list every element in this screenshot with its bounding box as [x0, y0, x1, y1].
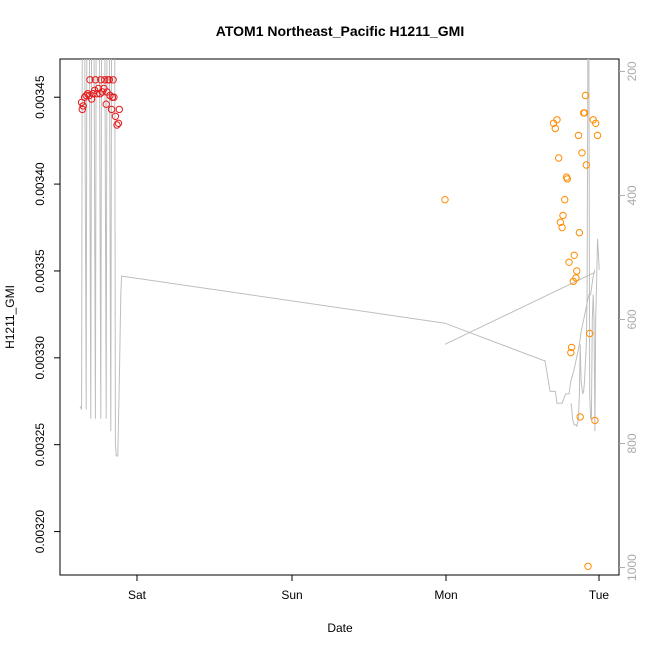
y2-tick-label: 600: [625, 309, 639, 329]
data-point: [111, 112, 120, 121]
data-point: [441, 196, 449, 204]
data-point: [98, 88, 107, 96]
y-tick-label: 0.00345: [33, 75, 47, 119]
data-point: [110, 93, 118, 101]
data-point: [578, 149, 586, 157]
data-point: [574, 131, 583, 140]
data-point: [96, 90, 104, 98]
data-point: [558, 223, 566, 232]
data-point: [109, 76, 117, 84]
data-point: [575, 229, 584, 237]
data-point: [593, 131, 602, 140]
y2-tick-label: 200: [625, 61, 639, 81]
series-layer: [77, 76, 602, 570]
y2-tick-label: 400: [625, 185, 639, 205]
data-point: [591, 416, 599, 425]
y-tick-label: 0.00340: [33, 162, 47, 206]
data-point: [565, 258, 573, 266]
data-point: [553, 116, 561, 124]
data-point: [93, 90, 101, 98]
y2-tick-label: 800: [625, 433, 639, 453]
data-point: [78, 105, 87, 114]
x-tick-label: Sat: [128, 588, 147, 602]
x-tick-label: Mon: [434, 588, 457, 602]
y2-axis: 200 400 600 800 1000: [619, 61, 639, 581]
plot-frame: [59, 58, 620, 576]
y2-tick-label: 1000: [625, 554, 639, 581]
data-point: [573, 267, 581, 275]
data-point: [82, 91, 90, 100]
data-point: [581, 91, 590, 100]
x-tick-label: Tue: [589, 588, 610, 602]
data-point: [113, 121, 121, 129]
data-point: [567, 343, 576, 352]
data-point: [84, 90, 92, 98]
data-point: [559, 211, 567, 220]
data-point: [551, 124, 559, 133]
data-point: [555, 154, 563, 162]
data-point: [556, 218, 565, 227]
y-tick-label: 0.00325: [33, 423, 47, 467]
data-point: [101, 76, 109, 84]
data-point: [115, 105, 124, 114]
data-point: [102, 100, 110, 108]
data-point: [592, 119, 600, 128]
y-tick-label: 0.00320: [33, 510, 47, 554]
data-point: [576, 413, 584, 421]
pressure-line: [79, 59, 596, 457]
x-axis-label: Date: [327, 621, 353, 635]
data-point: [107, 105, 116, 114]
y-axis-label: H1211_GMI: [3, 285, 17, 349]
data-point: [580, 109, 589, 117]
data-point: [114, 119, 123, 128]
pressure-line-segment: [444, 271, 596, 345]
data-point: [584, 562, 592, 570]
x-axis: Sat Sun Mon Tue: [128, 575, 609, 602]
y-tick-label: 0.00330: [33, 336, 47, 380]
data-point: [86, 76, 94, 84]
data-point: [563, 175, 571, 183]
data-point: [105, 76, 114, 84]
x-tick-label: Sun: [281, 588, 302, 602]
data-point: [91, 76, 100, 84]
data-point: [87, 95, 96, 103]
data-point: [561, 196, 569, 204]
data-point: [582, 161, 590, 169]
data-point: [586, 329, 594, 338]
data-point: [79, 102, 87, 110]
pressure-line-late: [570, 59, 600, 432]
data-point: [572, 274, 580, 282]
y-axis: 0.00320 0.00325 0.00330 0.00335 0.00340 0.003…: [33, 75, 60, 553]
data-point: [570, 251, 578, 260]
data-point: [567, 348, 575, 357]
chart-title: ATOM1 Northeast_Pacific H1211_GMI: [216, 23, 464, 39]
pressure-line-layer: [79, 59, 600, 457]
y-tick-label: 0.00335: [33, 249, 47, 293]
